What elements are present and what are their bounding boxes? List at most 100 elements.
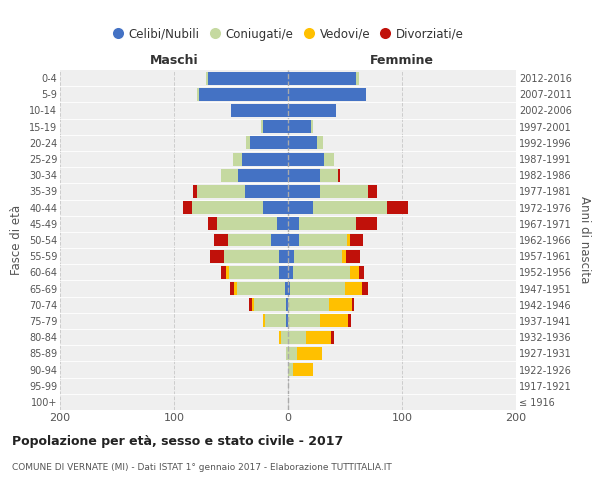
Bar [288,347,297,360]
Bar [277,218,288,230]
Bar [208,72,288,85]
Bar [288,169,320,181]
Y-axis label: Anni di nascita: Anni di nascita [578,196,591,284]
Bar [288,218,299,230]
Bar [288,234,299,246]
Bar [387,201,408,214]
Bar [288,363,293,376]
Bar [221,169,238,181]
Bar [230,282,235,295]
Bar [279,266,288,279]
Bar [231,104,288,117]
Bar [288,185,320,198]
Y-axis label: Fasce di età: Fasce di età [10,205,23,275]
Bar [197,185,245,198]
Bar [299,218,356,230]
Text: Popolazione per età, sesso e stato civile - 2017: Popolazione per età, sesso e stato civil… [12,435,343,448]
Bar [192,201,263,214]
Bar [313,201,387,214]
Bar [293,266,350,279]
Bar [320,314,349,328]
Bar [347,234,350,246]
Bar [233,152,242,166]
Bar [271,234,288,246]
Bar [226,266,229,279]
Bar [294,250,341,262]
Bar [286,347,288,360]
Bar [350,266,359,279]
Bar [297,347,322,360]
Bar [221,266,226,279]
Bar [288,282,290,295]
Bar [350,234,363,246]
Bar [288,314,320,328]
Bar [368,185,377,198]
Bar [325,152,334,166]
Bar [290,282,345,295]
Bar [254,298,286,311]
Bar [288,88,365,101]
Bar [224,250,279,262]
Bar [238,169,288,181]
Bar [263,314,265,328]
Text: Maschi: Maschi [149,54,199,67]
Bar [288,104,336,117]
Bar [349,314,350,328]
Bar [288,266,293,279]
Bar [329,298,352,311]
Bar [286,314,288,328]
Bar [288,298,329,311]
Bar [279,250,288,262]
Text: COMUNE DI VERNATE (MI) - Dati ISTAT 1° gennaio 2017 - Elaborazione TUTTITALIA.IT: COMUNE DI VERNATE (MI) - Dati ISTAT 1° g… [12,462,392,471]
Bar [229,266,279,279]
Bar [293,363,313,376]
Bar [206,72,208,85]
Bar [265,314,286,328]
Bar [211,250,224,262]
Bar [227,234,271,246]
Bar [281,330,288,344]
Bar [260,120,263,133]
Bar [288,330,306,344]
Bar [288,250,294,262]
Bar [214,234,227,246]
Bar [197,88,199,101]
Bar [320,185,368,198]
Bar [251,298,254,311]
Bar [199,88,288,101]
Bar [346,250,360,262]
Bar [356,72,359,85]
Bar [345,282,362,295]
Bar [246,136,250,149]
Bar [306,330,331,344]
Bar [284,282,288,295]
Bar [331,330,334,344]
Bar [286,298,288,311]
Bar [288,201,313,214]
Bar [338,169,340,181]
Bar [263,120,288,133]
Bar [235,282,236,295]
Bar [245,185,288,198]
Bar [356,218,377,230]
Bar [311,120,313,133]
Bar [352,298,354,311]
Bar [288,136,317,149]
Bar [242,152,288,166]
Bar [208,218,217,230]
Bar [249,298,251,311]
Bar [288,120,311,133]
Text: Femmine: Femmine [370,54,434,67]
Bar [217,218,277,230]
Bar [279,330,281,344]
Bar [250,136,288,149]
Bar [341,250,346,262]
Legend: Celibi/Nubili, Coniugati/e, Vedovi/e, Divorziati/e: Celibi/Nubili, Coniugati/e, Vedovi/e, Di… [107,23,469,46]
Bar [362,282,368,295]
Bar [320,169,338,181]
Bar [236,282,284,295]
Bar [299,234,347,246]
Bar [183,201,192,214]
Bar [193,185,197,198]
Bar [317,136,323,149]
